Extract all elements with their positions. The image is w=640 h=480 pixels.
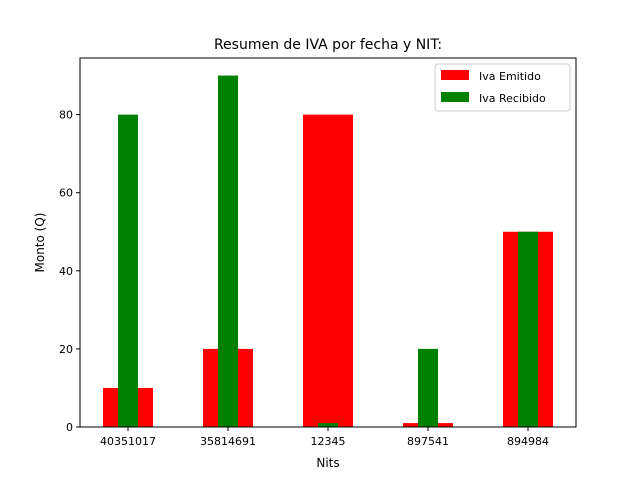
bar-iva-recibido-40351017 (118, 114, 138, 427)
y-tick-label: 0 (66, 421, 73, 434)
bar-iva-recibido-897541 (418, 348, 438, 427)
bar-iva-recibido-894984 (518, 231, 538, 427)
x-tick-label: 894984 (507, 435, 549, 448)
x-tick-label: 897541 (407, 435, 449, 448)
x-tick-label: 35814691 (200, 435, 256, 448)
x-tick-label: 40351017 (100, 435, 156, 448)
chart-title: Resumen de IVA por fecha y NIT: (214, 37, 442, 53)
legend-label: Iva Emitido (479, 70, 541, 83)
y-tick-label: 60 (59, 187, 73, 200)
bar-iva-recibido-12345 (318, 423, 338, 427)
legend-label: Iva Recibido (479, 92, 546, 105)
x-axis-label: Nits (316, 456, 339, 470)
bar-iva-recibido-35814691 (218, 75, 238, 428)
x-tick-label: 12345 (311, 435, 346, 448)
x-axis-ticks: 40351017 35814691 12345 897541 894984 (100, 427, 549, 448)
y-axis-ticks: 0 20 40 60 80 (59, 109, 80, 434)
plot-frame (79, 57, 577, 428)
legend: Iva Emitido Iva Recibido (434, 63, 571, 112)
y-tick-label: 80 (59, 109, 73, 122)
legend-swatch (441, 70, 469, 80)
bar-iva-emitido-12345 (303, 114, 353, 427)
legend-swatch (441, 92, 469, 102)
y-axis-label: Monto (Q) (33, 213, 47, 273)
y-tick-label: 40 (59, 265, 73, 278)
bars-group (103, 75, 553, 428)
y-tick-label: 20 (59, 343, 73, 356)
